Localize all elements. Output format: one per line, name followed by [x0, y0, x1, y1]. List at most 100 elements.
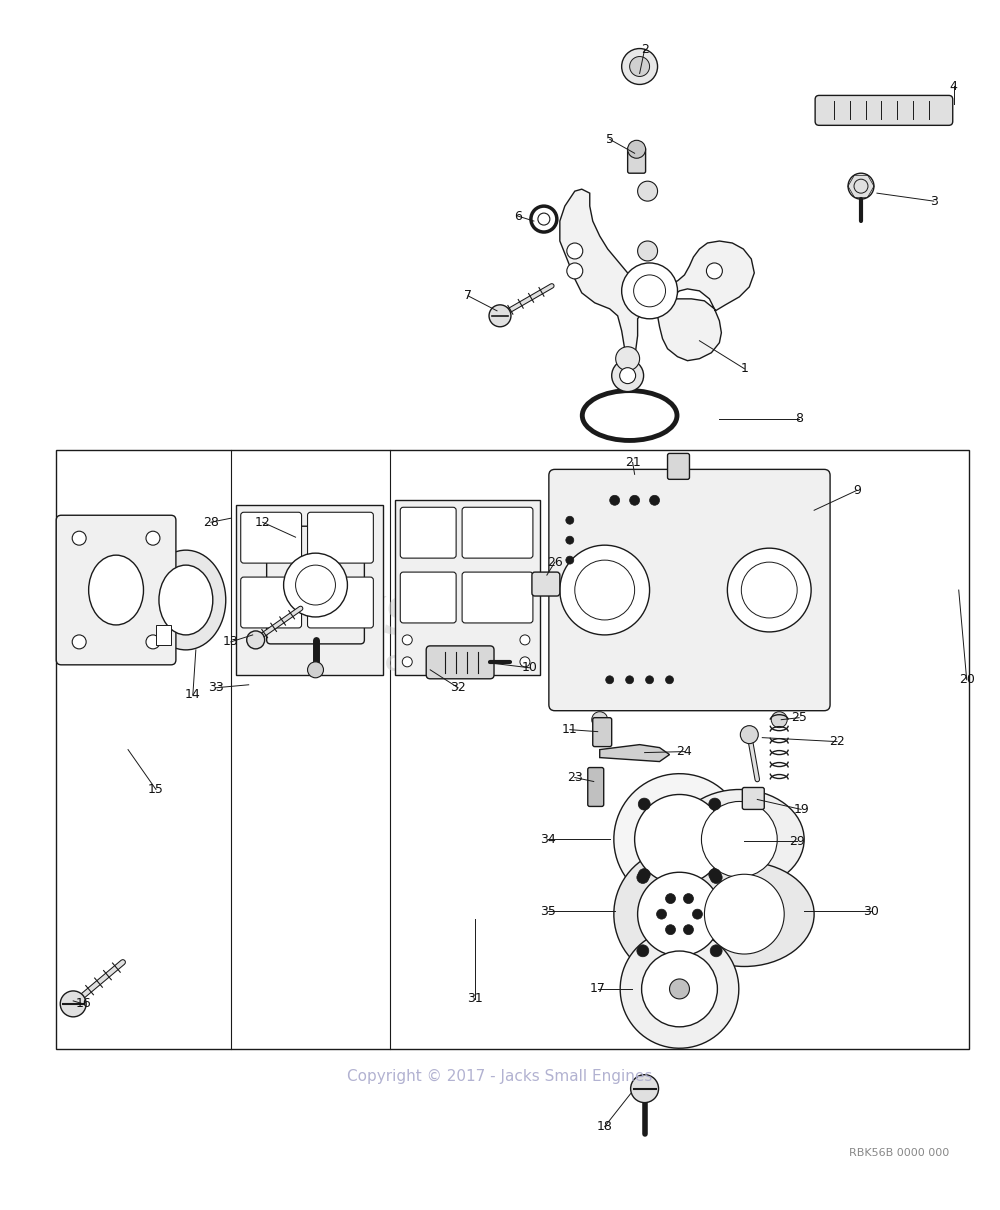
FancyBboxPatch shape: [56, 515, 176, 664]
FancyBboxPatch shape: [462, 507, 533, 558]
Text: 31: 31: [467, 992, 483, 1006]
Circle shape: [628, 140, 646, 159]
Circle shape: [637, 945, 649, 957]
Circle shape: [60, 991, 86, 1016]
Circle shape: [72, 531, 86, 546]
Text: 9: 9: [853, 484, 861, 497]
FancyBboxPatch shape: [400, 507, 456, 558]
Text: 13: 13: [223, 635, 239, 649]
Circle shape: [620, 368, 636, 384]
Bar: [236, 506, 383, 675]
Text: 8: 8: [795, 413, 803, 425]
Text: 3: 3: [930, 195, 938, 208]
Circle shape: [710, 945, 722, 957]
FancyBboxPatch shape: [549, 469, 830, 710]
Circle shape: [567, 243, 583, 259]
Circle shape: [771, 711, 787, 727]
Text: 34: 34: [540, 832, 556, 846]
Text: 16: 16: [75, 997, 91, 1010]
FancyBboxPatch shape: [593, 718, 612, 747]
Circle shape: [566, 536, 574, 544]
Text: 19: 19: [793, 803, 809, 816]
Circle shape: [683, 894, 693, 904]
Circle shape: [706, 263, 722, 280]
Text: 10: 10: [522, 662, 538, 674]
Circle shape: [520, 657, 530, 667]
Text: 7: 7: [464, 289, 472, 302]
Text: 6: 6: [514, 209, 522, 223]
Circle shape: [650, 495, 660, 506]
FancyBboxPatch shape: [241, 577, 302, 628]
Text: 1: 1: [740, 362, 748, 375]
Circle shape: [626, 676, 634, 684]
Circle shape: [666, 924, 676, 934]
Bar: [156, 624, 171, 645]
Circle shape: [402, 657, 412, 667]
Circle shape: [727, 548, 811, 632]
Polygon shape: [614, 848, 745, 980]
Circle shape: [566, 557, 574, 564]
Text: 11: 11: [562, 724, 578, 736]
FancyBboxPatch shape: [462, 572, 533, 623]
Ellipse shape: [675, 862, 814, 967]
Circle shape: [284, 553, 347, 617]
Circle shape: [692, 909, 702, 920]
Circle shape: [612, 359, 644, 392]
FancyBboxPatch shape: [308, 577, 373, 628]
Circle shape: [646, 676, 654, 684]
Text: 25: 25: [791, 711, 807, 725]
Text: 15: 15: [148, 783, 164, 796]
Circle shape: [740, 726, 758, 744]
Circle shape: [704, 875, 784, 953]
Circle shape: [616, 347, 640, 370]
FancyBboxPatch shape: [628, 148, 646, 173]
Circle shape: [622, 263, 678, 318]
FancyBboxPatch shape: [815, 96, 953, 126]
Ellipse shape: [159, 565, 213, 635]
Text: 33: 33: [208, 681, 224, 695]
Text: 12: 12: [255, 515, 271, 529]
Text: 21: 21: [625, 456, 641, 469]
Text: 29: 29: [789, 835, 805, 848]
Circle shape: [566, 517, 574, 524]
Text: 5: 5: [606, 133, 614, 145]
Circle shape: [247, 630, 265, 649]
Polygon shape: [614, 773, 745, 905]
Circle shape: [610, 495, 620, 506]
Circle shape: [146, 531, 160, 546]
Circle shape: [560, 546, 650, 635]
Text: Copyright © 2017 - Jacks Small Engines: Copyright © 2017 - Jacks Small Engines: [347, 1070, 653, 1084]
Text: RBK56B 0000 000: RBK56B 0000 000: [849, 1148, 949, 1158]
Text: 20: 20: [959, 673, 975, 686]
Circle shape: [666, 676, 674, 684]
Circle shape: [402, 635, 412, 645]
Circle shape: [308, 662, 323, 678]
Circle shape: [670, 979, 689, 999]
FancyBboxPatch shape: [742, 788, 764, 809]
Text: 14: 14: [185, 688, 201, 702]
Circle shape: [489, 305, 511, 327]
Circle shape: [630, 495, 640, 506]
Circle shape: [666, 894, 676, 904]
Circle shape: [146, 635, 160, 649]
FancyBboxPatch shape: [532, 572, 560, 597]
Ellipse shape: [89, 555, 143, 624]
Circle shape: [520, 635, 530, 645]
Ellipse shape: [146, 551, 226, 650]
Circle shape: [642, 951, 717, 1027]
Polygon shape: [600, 744, 670, 761]
Bar: [56, 450, 969, 1049]
FancyBboxPatch shape: [267, 526, 364, 644]
Circle shape: [622, 48, 658, 85]
Circle shape: [567, 263, 583, 280]
Text: 23: 23: [567, 771, 583, 784]
Circle shape: [638, 799, 650, 809]
Text: 35: 35: [540, 905, 556, 917]
Text: 24: 24: [677, 745, 692, 759]
Text: 22: 22: [829, 736, 845, 748]
Circle shape: [657, 909, 667, 920]
Text: JACKS®: JACKS®: [246, 594, 475, 646]
Circle shape: [637, 871, 649, 883]
Circle shape: [709, 799, 721, 809]
FancyBboxPatch shape: [308, 512, 373, 563]
